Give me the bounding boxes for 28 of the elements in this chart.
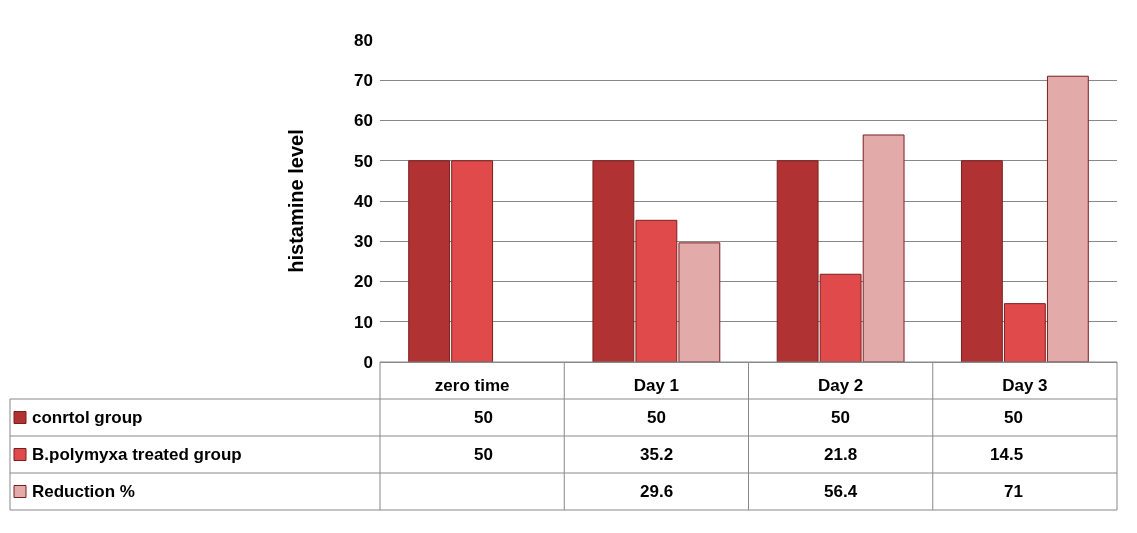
data-label: 35.2 (640, 445, 674, 464)
y-tick-label: 60 (354, 111, 373, 131)
y-tick-label: 40 (354, 191, 373, 211)
x-tick-label: zero time (434, 376, 510, 396)
data-label: 56.4 (824, 482, 858, 501)
legend-label: conrtol group (32, 408, 143, 427)
y-tick-label: 80 (354, 30, 373, 50)
y-tick-label: 30 (354, 232, 373, 252)
data-label: 71 (1004, 482, 1023, 501)
legend-label: B.polymyxa treated group (32, 445, 242, 464)
x-tick-label: Day 2 (817, 376, 864, 396)
x-tick-label: Day 3 (1002, 376, 1048, 396)
x-tick-label: Day 1 (633, 376, 680, 396)
data-label: 50 (474, 445, 493, 464)
data-label: 14.5 (990, 445, 1024, 464)
y-tick-label: 0 (363, 352, 373, 372)
data-label: 21.8 (824, 445, 858, 464)
data-label: 50 (831, 408, 850, 427)
data-label: 29.6 (640, 482, 674, 501)
y-axis-title: histamine level (284, 129, 307, 273)
y-tick-label: 10 (354, 312, 373, 332)
y-tick-label: 70 (354, 71, 373, 91)
data-label: 50 (474, 408, 493, 427)
y-tick-label: 20 (354, 272, 373, 292)
data-label: 50 (1004, 408, 1023, 427)
legend-label: Reduction % (32, 482, 135, 501)
y-tick-label: 50 (354, 151, 373, 171)
data-label: 50 (647, 408, 666, 427)
